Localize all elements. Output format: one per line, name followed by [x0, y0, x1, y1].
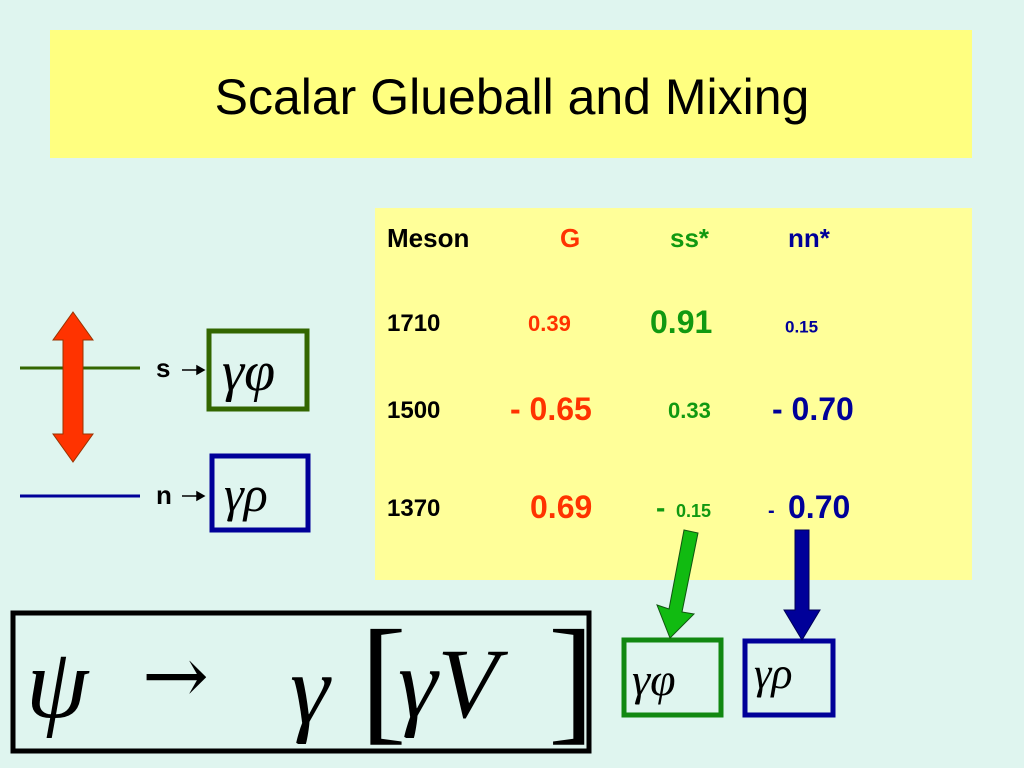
- header: ss*: [670, 223, 710, 253]
- formula-part: →: [142, 629, 210, 722]
- mixing-arrow: [52, 311, 94, 463]
- level-label: s: [156, 353, 171, 383]
- cell: 0.15: [676, 501, 712, 521]
- cell-sign: -: [656, 492, 666, 523]
- formula-part: γV: [398, 628, 499, 739]
- formula-part: [: [360, 602, 407, 757]
- state: γφ: [222, 341, 276, 403]
- meson: 1500: [387, 397, 441, 424]
- cell: - 0.65: [510, 391, 592, 427]
- decay: γφ: [632, 654, 676, 705]
- decay-rho-box: [742, 638, 836, 718]
- level-label: n: [156, 480, 172, 510]
- rho-box: [209, 453, 311, 533]
- header: nn*: [788, 223, 830, 253]
- small-arrows: [182, 364, 206, 502]
- cell: 0.69: [530, 489, 593, 525]
- title-box: [50, 30, 972, 158]
- cell: - 0.70: [772, 391, 854, 427]
- decay-phi-box: [621, 637, 724, 718]
- cell: 0.91: [650, 304, 713, 340]
- cell: 0.39: [528, 311, 571, 336]
- meson: 1370: [387, 495, 441, 522]
- formula-part: ]: [548, 602, 595, 757]
- cell: 0.33: [668, 398, 711, 423]
- formula-part: γ: [290, 634, 330, 745]
- meson: 1710: [387, 310, 441, 337]
- formula-box: [10, 610, 592, 754]
- cell: 0.70: [788, 489, 851, 525]
- cell-sign: -: [768, 500, 775, 522]
- decay: γρ: [754, 649, 793, 698]
- formula-part: ψ: [26, 628, 89, 739]
- state: γρ: [224, 466, 268, 522]
- title: Scalar Glueball and Mixing: [214, 69, 810, 125]
- header: Meson: [387, 223, 470, 253]
- green-arrow: [656, 529, 699, 639]
- blue-arrow: [783, 529, 821, 641]
- phi-box: [206, 328, 310, 412]
- header: G: [560, 223, 581, 253]
- cell: 0.15: [785, 317, 819, 337]
- table-box: [375, 208, 972, 580]
